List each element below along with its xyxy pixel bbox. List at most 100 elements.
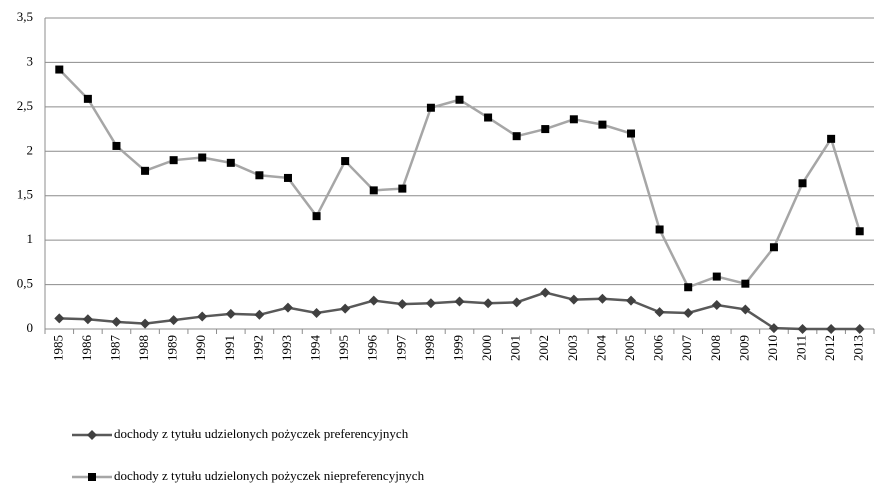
marker [455, 95, 464, 104]
x-tick-label: 1992 [250, 335, 265, 361]
marker [654, 307, 665, 318]
marker [740, 304, 751, 315]
marker [425, 298, 436, 309]
y-tick-label: 1,5 [17, 187, 33, 202]
x-tick-label: 2013 [851, 335, 866, 361]
marker [169, 156, 178, 165]
marker [711, 300, 722, 311]
y-tick-label: 0 [27, 320, 34, 335]
x-tick-label: 2000 [479, 335, 494, 361]
x-tick-label: 2005 [622, 335, 637, 361]
x-tick-label: 1996 [365, 335, 380, 362]
marker [341, 157, 350, 166]
marker [368, 295, 379, 306]
marker [768, 323, 779, 334]
marker [397, 299, 408, 310]
marker [226, 158, 235, 167]
marker [111, 316, 122, 327]
marker [854, 324, 865, 334]
marker [254, 309, 265, 320]
marker [483, 298, 494, 309]
marker [826, 324, 837, 334]
marker [627, 129, 636, 138]
marker [684, 283, 693, 292]
x-tick-label: 1987 [107, 335, 122, 362]
marker [769, 243, 778, 252]
x-tick-label: 2007 [679, 335, 694, 362]
x-tick-label: 1994 [308, 335, 323, 362]
marker [88, 473, 96, 481]
marker [197, 311, 208, 322]
marker [141, 166, 150, 175]
x-tick-label: 1993 [279, 335, 294, 361]
marker [797, 324, 808, 334]
x-tick-label: 2004 [593, 335, 608, 362]
marker [311, 308, 322, 319]
marker [198, 153, 207, 162]
x-tick-label: 1997 [393, 335, 408, 362]
y-tick-label: 2 [27, 142, 34, 157]
y-tick-label: 3 [27, 53, 34, 68]
marker [87, 430, 97, 440]
marker [282, 302, 293, 313]
marker [369, 186, 378, 195]
x-tick-label: 2006 [651, 335, 666, 362]
marker [255, 171, 264, 180]
marker [655, 225, 664, 234]
marker [741, 279, 750, 288]
marker [827, 134, 836, 143]
x-tick-label: 2002 [536, 335, 551, 361]
x-tick-label: 1991 [222, 335, 237, 361]
x-tick-label: 2008 [708, 335, 723, 361]
y-tick-label: 2,5 [17, 98, 33, 113]
marker [398, 184, 407, 193]
marker [512, 132, 521, 141]
marker [683, 308, 694, 319]
marker [626, 295, 637, 306]
legend-label: dochody z tytułu udzielonych pożyczek pr… [114, 426, 409, 441]
marker [511, 297, 522, 308]
marker [168, 315, 179, 326]
marker [568, 294, 579, 305]
marker [112, 141, 121, 150]
marker [340, 303, 351, 314]
marker [569, 115, 578, 124]
marker [454, 296, 465, 307]
x-tick-label: 2001 [508, 335, 523, 361]
marker [83, 94, 92, 103]
x-tick-label: 2011 [794, 335, 809, 361]
marker [798, 179, 807, 188]
marker [484, 113, 493, 122]
marker [82, 314, 93, 325]
x-tick-label: 1998 [422, 335, 437, 361]
x-tick-label: 1988 [136, 335, 151, 361]
marker [541, 125, 550, 134]
y-tick-label: 3,5 [17, 9, 33, 24]
marker [140, 318, 151, 329]
x-tick-label: 1999 [450, 335, 465, 361]
marker [597, 293, 608, 304]
x-tick-label: 1995 [336, 335, 351, 361]
x-tick-label: 1989 [165, 335, 180, 361]
marker [54, 313, 65, 324]
y-tick-label: 0,5 [17, 276, 33, 291]
marker [712, 272, 721, 281]
x-tick-label: 1990 [193, 335, 208, 361]
marker [598, 120, 607, 129]
y-tick-label: 1 [27, 231, 34, 246]
marker [855, 227, 864, 236]
marker [225, 308, 236, 319]
x-tick-label: 2010 [765, 335, 780, 361]
marker [540, 287, 551, 298]
marker [283, 173, 292, 182]
marker [312, 212, 321, 221]
x-tick-label: 1986 [79, 335, 94, 362]
x-tick-label: 2009 [736, 335, 751, 361]
x-tick-label: 2003 [565, 335, 580, 361]
x-tick-label: 1985 [50, 335, 65, 361]
marker [426, 103, 435, 112]
x-tick-label: 2012 [822, 335, 837, 361]
legend-label: dochody z tytułu udzielonych pożyczek ni… [114, 468, 425, 483]
marker [55, 65, 64, 74]
